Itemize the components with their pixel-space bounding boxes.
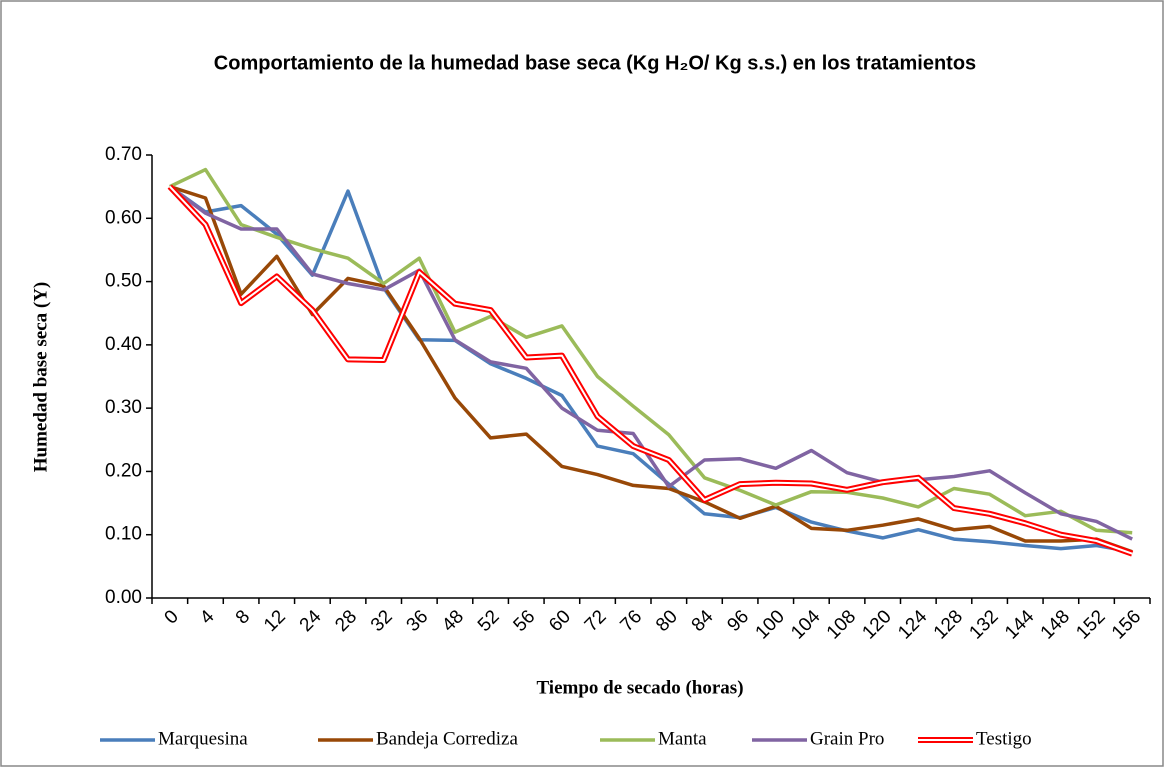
- y-tick-label: 0.20: [105, 460, 142, 481]
- y-tick-label: 0.40: [105, 334, 142, 355]
- legend-label: Bandeja Corrediza: [376, 728, 518, 749]
- x-axis-title: Tiempo de secado (horas): [536, 677, 743, 698]
- legend-label: Marquesina: [158, 728, 248, 749]
- y-tick-label: 0.00: [105, 587, 142, 608]
- series-line-inner: [169, 185, 1133, 555]
- legend-label: Testigo: [976, 728, 1032, 749]
- legend-label: Grain Pro: [810, 728, 884, 749]
- y-tick-label: 0.60: [105, 207, 142, 228]
- y-tick-label: 0.30: [105, 397, 142, 418]
- legend-label: Manta: [658, 728, 707, 749]
- series-line: [169, 167, 1133, 535]
- y-axis-title: Humedad base seca (Y): [30, 282, 51, 473]
- y-tick-label: 0.50: [105, 271, 142, 292]
- series-line: [168, 185, 1133, 541]
- y-tick-label: 0.70: [105, 144, 142, 165]
- series-line: [169, 184, 1133, 554]
- series-line: [168, 185, 1133, 554]
- chart-title: Comportamiento de la humedad base seca (…: [214, 52, 976, 74]
- y-tick-label: 0.10: [105, 524, 142, 545]
